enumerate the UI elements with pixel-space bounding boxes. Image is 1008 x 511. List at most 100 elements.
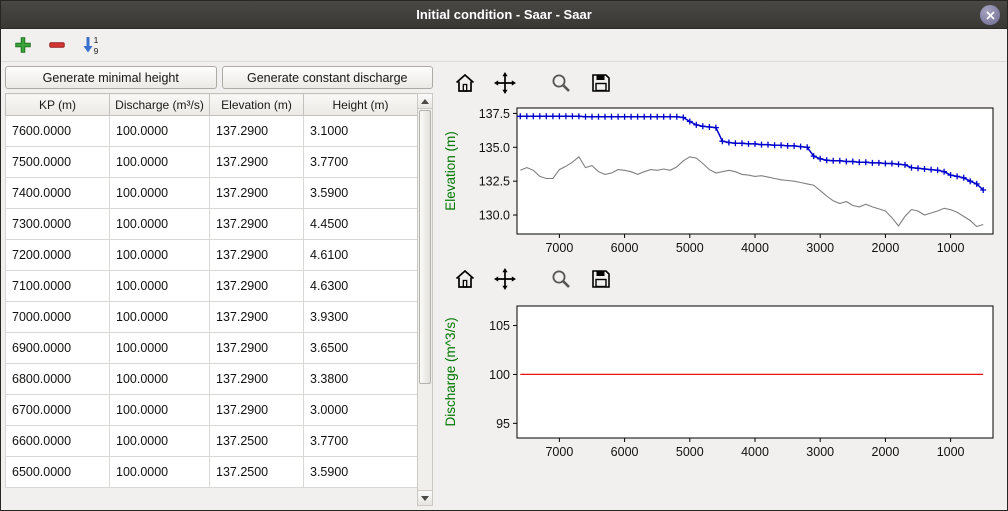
table-cell[interactable]: 4.4500 bbox=[303, 208, 418, 240]
table-cell[interactable]: 100.0000 bbox=[109, 239, 210, 271]
table-cell[interactable]: 100.0000 bbox=[109, 363, 210, 395]
table-row: 7500.0000 100.0000 137.2900 3.7700 bbox=[5, 146, 418, 178]
titlebar[interactable]: Initial condition - Saar - Saar bbox=[1, 1, 1007, 29]
table-row: 7400.0000 100.0000 137.2900 3.5900 bbox=[5, 177, 418, 209]
table-cell[interactable]: 3.6500 bbox=[303, 332, 418, 364]
table-cell[interactable]: 6600.0000 bbox=[5, 425, 110, 457]
save-button[interactable] bbox=[585, 265, 617, 293]
table-cell[interactable]: 3.7700 bbox=[303, 425, 418, 457]
zoom-button[interactable] bbox=[545, 69, 577, 97]
save-button[interactable] bbox=[585, 69, 617, 97]
table-cell[interactable]: 100.0000 bbox=[109, 270, 210, 302]
arrow-down-icon bbox=[421, 495, 429, 501]
table-cell[interactable]: 7500.0000 bbox=[5, 146, 110, 178]
table-cell[interactable]: 100.0000 bbox=[109, 332, 210, 364]
table-cell[interactable]: 100.0000 bbox=[109, 425, 210, 457]
table-row: 7300.0000 100.0000 137.2900 4.4500 bbox=[5, 208, 418, 240]
column-header[interactable]: Discharge (m³/s) bbox=[109, 93, 210, 116]
table-cell[interactable]: 7200.0000 bbox=[5, 239, 110, 271]
table-cell[interactable]: 7100.0000 bbox=[5, 270, 110, 302]
table-scrollbar[interactable] bbox=[417, 93, 433, 506]
table-cell[interactable]: 3.3800 bbox=[303, 363, 418, 395]
table-row: 7100.0000 100.0000 137.2900 4.6300 bbox=[5, 270, 418, 302]
table-cell[interactable]: 100.0000 bbox=[109, 208, 210, 240]
move-icon bbox=[494, 268, 516, 290]
column-header[interactable]: KP (m) bbox=[5, 93, 110, 116]
svg-text:3000: 3000 bbox=[806, 241, 834, 255]
table-cell[interactable]: 3.5900 bbox=[303, 177, 418, 209]
svg-text:137.5: 137.5 bbox=[479, 107, 510, 121]
table-cell[interactable]: 137.2900 bbox=[209, 332, 304, 364]
elevation-chart: 7000 6000 5000 4000 3000 2000 1000 130.0 132.5 13… bbox=[443, 107, 994, 255]
table-row: 6700.0000 100.0000 137.2900 3.0000 bbox=[5, 394, 418, 426]
home-button[interactable] bbox=[449, 69, 481, 97]
zoom-button[interactable] bbox=[545, 265, 577, 293]
svg-text:4000: 4000 bbox=[741, 445, 769, 459]
generate-minimal-height-button[interactable]: Generate minimal height bbox=[5, 66, 217, 89]
sort-button[interactable]: 1 9 bbox=[76, 32, 106, 59]
pan-button[interactable] bbox=[489, 69, 521, 97]
table-cell[interactable]: 6700.0000 bbox=[5, 394, 110, 426]
table-cell[interactable]: 4.6300 bbox=[303, 270, 418, 302]
table-cell[interactable]: 137.2900 bbox=[209, 208, 304, 240]
table-cell[interactable]: 137.2500 bbox=[209, 425, 304, 457]
table-row: 6800.0000 100.0000 137.2900 3.3800 bbox=[5, 363, 418, 395]
add-row-button[interactable] bbox=[8, 32, 38, 59]
column-header[interactable]: Height (m) bbox=[303, 93, 418, 116]
scrollbar-track[interactable] bbox=[418, 109, 432, 490]
svg-text:2000: 2000 bbox=[872, 241, 900, 255]
table-cell[interactable]: 137.2900 bbox=[209, 115, 304, 147]
table-cell[interactable]: 100.0000 bbox=[109, 146, 210, 178]
left-panel: Generate minimal height Generate constan… bbox=[5, 66, 433, 506]
table-cell[interactable]: 137.2500 bbox=[209, 456, 304, 488]
table-cell[interactable]: 6500.0000 bbox=[5, 456, 110, 488]
home-button[interactable] bbox=[449, 265, 481, 293]
table-cell[interactable]: 137.2900 bbox=[209, 146, 304, 178]
initial-condition-table: KP (m) Discharge (m³/s) Elevation (m) Heigh… bbox=[5, 93, 418, 488]
table-cell[interactable]: 137.2900 bbox=[209, 363, 304, 395]
table-cell[interactable]: 3.0000 bbox=[303, 394, 418, 426]
table-cell[interactable]: 100.0000 bbox=[109, 394, 210, 426]
table-cell[interactable]: 100.0000 bbox=[109, 456, 210, 488]
table-cell[interactable]: 7300.0000 bbox=[5, 208, 110, 240]
close-button[interactable] bbox=[980, 5, 1000, 25]
table-cell[interactable]: 6900.0000 bbox=[5, 332, 110, 364]
svg-text:6000: 6000 bbox=[611, 445, 639, 459]
table-cell[interactable]: 3.7700 bbox=[303, 146, 418, 178]
table-row: 6500.0000 100.0000 137.2500 3.5900 bbox=[5, 456, 418, 488]
pan-button[interactable] bbox=[489, 265, 521, 293]
remove-row-button[interactable] bbox=[42, 32, 72, 59]
table-cell[interactable]: 100.0000 bbox=[109, 115, 210, 147]
svg-text:7000: 7000 bbox=[545, 445, 573, 459]
window-title: Initial condition - Saar - Saar bbox=[416, 7, 592, 22]
table-cell[interactable]: 7400.0000 bbox=[5, 177, 110, 209]
table-cell[interactable]: 137.2900 bbox=[209, 239, 304, 271]
table-cell[interactable]: 137.2900 bbox=[209, 270, 304, 302]
svg-text:7000: 7000 bbox=[545, 241, 573, 255]
table-cell[interactable]: 4.6100 bbox=[303, 239, 418, 271]
scrollbar-thumb[interactable] bbox=[419, 110, 431, 385]
table-cell[interactable]: 137.2900 bbox=[209, 177, 304, 209]
table-cell[interactable]: 6800.0000 bbox=[5, 363, 110, 395]
table-cell[interactable]: 137.2900 bbox=[209, 394, 304, 426]
column-header[interactable]: Elevation (m) bbox=[209, 93, 304, 116]
svg-text:6000: 6000 bbox=[611, 241, 639, 255]
table-header-row: KP (m) Discharge (m³/s) Elevation (m) Heigh… bbox=[5, 93, 418, 116]
table-cell[interactable]: 7600.0000 bbox=[5, 115, 110, 147]
table-cell[interactable]: 3.9300 bbox=[303, 301, 418, 333]
table-cell[interactable]: 3.5900 bbox=[303, 456, 418, 488]
table-cell[interactable]: 100.0000 bbox=[109, 301, 210, 333]
scroll-up-button[interactable] bbox=[418, 94, 432, 109]
table-cell[interactable]: 7000.0000 bbox=[5, 301, 110, 333]
generate-constant-discharge-button[interactable]: Generate constant discharge bbox=[221, 66, 433, 89]
table-cell[interactable]: 137.2900 bbox=[209, 301, 304, 333]
content: Generate minimal height Generate constan… bbox=[1, 62, 1007, 510]
scroll-down-button[interactable] bbox=[418, 490, 432, 505]
table-cell[interactable]: 3.1000 bbox=[303, 115, 418, 147]
generate-button-row: Generate minimal height Generate constan… bbox=[5, 66, 433, 89]
svg-text:130.0: 130.0 bbox=[479, 209, 510, 223]
table-row: 7200.0000 100.0000 137.2900 4.6100 bbox=[5, 239, 418, 271]
magnifier-icon bbox=[552, 270, 570, 288]
table-cell[interactable]: 100.0000 bbox=[109, 177, 210, 209]
